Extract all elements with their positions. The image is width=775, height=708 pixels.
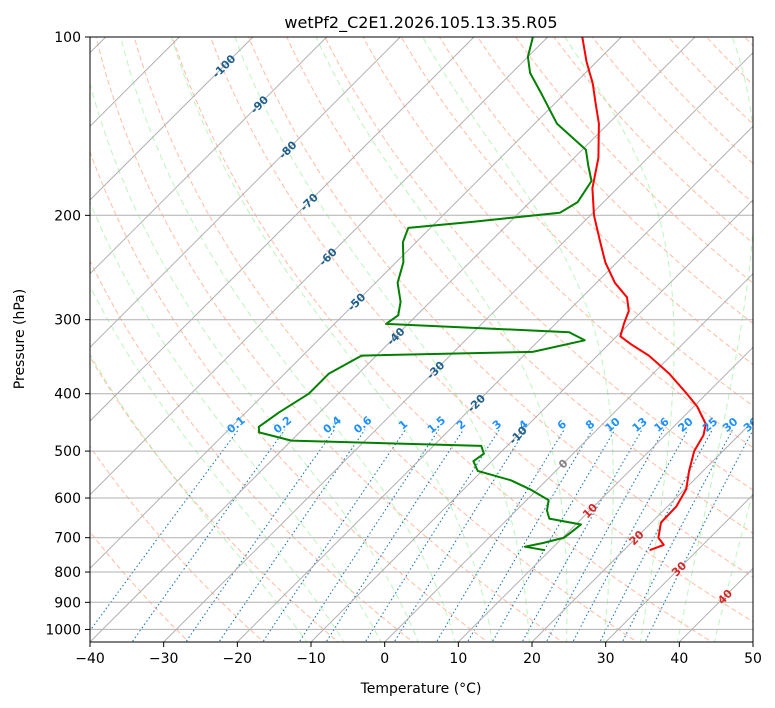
mixing-ratio-line <box>572 429 689 642</box>
mixing-ratio-line <box>262 429 406 642</box>
isotherm-line <box>605 493 753 642</box>
mixing-ratio-line <box>393 429 527 642</box>
isotherm-line <box>531 420 753 642</box>
dry-adiabat-line <box>171 37 713 642</box>
x-tick-label: 50 <box>744 651 762 667</box>
isotherm-line <box>90 37 401 349</box>
x-tick-label: −40 <box>75 651 105 667</box>
mixing-ratio-line <box>521 429 643 642</box>
mixing-ratio-line <box>185 429 335 642</box>
y-tick-label: 1000 <box>45 622 81 638</box>
mixing-ratio-line <box>545 429 665 642</box>
isotherm-line <box>90 37 254 201</box>
y-tick-label: 400 <box>54 387 81 403</box>
isotherm-line <box>90 37 549 496</box>
temperature-profile-line <box>581 37 707 552</box>
y-tick-label: 100 <box>54 30 81 46</box>
plot-frame <box>89 36 754 643</box>
x-tick-label: −30 <box>149 651 179 667</box>
dry-adiabat-line <box>90 150 489 642</box>
y-tick-label: 300 <box>54 313 81 329</box>
mixing-ratio-line <box>298 429 440 642</box>
sounding-series <box>257 37 707 552</box>
y-tick-label: 600 <box>54 491 81 507</box>
x-tick-label: 10 <box>449 651 467 667</box>
isotherm-line <box>90 37 622 570</box>
isotherm-line <box>384 272 753 642</box>
y-tick-label: 500 <box>54 444 81 460</box>
isotherm-line <box>236 125 753 642</box>
x-axis-label: Temperature (°C) <box>360 681 482 697</box>
isobars <box>90 37 753 630</box>
isotherm-line <box>163 51 753 642</box>
dry-adiabat-line <box>438 37 753 366</box>
isotherm-line <box>90 37 475 422</box>
isotherm-line <box>310 199 753 642</box>
dry-adiabat-line <box>324 37 753 491</box>
x-tick-label: 40 <box>670 651 688 667</box>
x-tick-label: 0 <box>380 651 389 667</box>
moist-adiabat-line <box>90 200 382 642</box>
isotherms <box>90 37 753 642</box>
x-tick-label: 30 <box>597 651 615 667</box>
isotherm-line <box>457 346 753 642</box>
y-tick-label: 700 <box>54 531 81 547</box>
dry-adiabat-line <box>362 37 753 449</box>
x-tick-label: −10 <box>296 651 326 667</box>
y-tick-label: 800 <box>54 565 81 581</box>
mixing-ratio-line <box>364 429 500 642</box>
isotherm-line <box>90 37 328 275</box>
y-axis-ticks: 100 200 300 400 500 600 700 800 900 1000 <box>45 30 90 638</box>
x-tick-label: −20 <box>223 651 253 667</box>
moist-adiabat-line <box>90 81 419 642</box>
y-tick-label: 200 <box>54 208 81 224</box>
dewpoint-profile-line <box>257 37 593 552</box>
y-axis-label: Pressure (hPa) <box>12 289 28 389</box>
mixing-ratio-line <box>491 429 616 642</box>
x-tick-label: 20 <box>523 651 541 667</box>
x-axis-ticks: −40 −30 −20 −10 0 10 20 30 40 50 <box>75 642 762 667</box>
mixing-ratio-line <box>131 429 286 642</box>
isotherm-line <box>90 37 696 642</box>
mixing-ratio-lines <box>90 429 753 642</box>
chart-title: wetPf2_C2E1.2026.105.13.35.R05 <box>284 13 557 33</box>
mixing-ratio-line <box>621 429 734 642</box>
mixing-ratio-line <box>599 429 713 642</box>
y-tick-label: 900 <box>54 595 81 611</box>
mixing-ratio-line <box>644 429 753 642</box>
